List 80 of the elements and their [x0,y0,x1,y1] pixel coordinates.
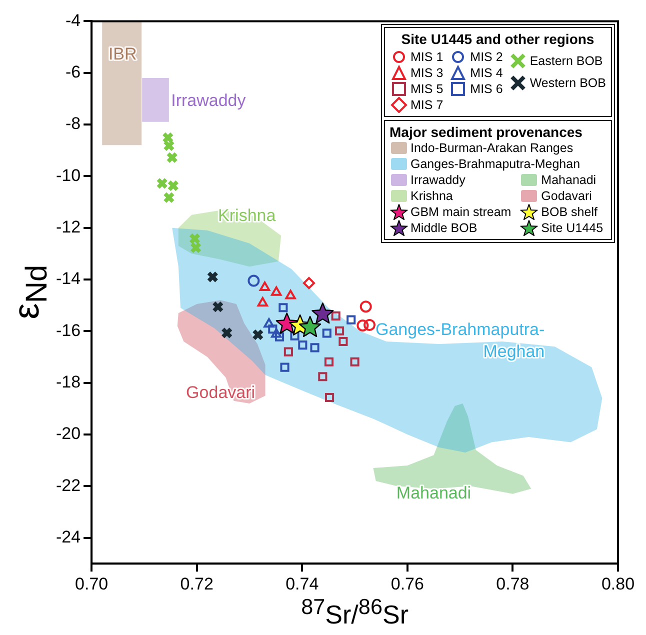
point [220,327,233,339]
point [280,362,290,372]
point [360,300,372,313]
point [318,372,328,382]
point [271,286,282,296]
y-tick-label: -22 [56,476,81,495]
legend-label: Mahanadi [541,173,596,188]
legend-label: Indo-Burman-Arakan Ranges [410,141,574,156]
legend-label: MIS 7 [410,98,444,112]
y-tick-label: -24 [56,527,81,546]
point [206,271,219,283]
point [356,319,369,332]
legend-label: MIS 1 [410,50,444,64]
point [278,303,288,312]
legend-label: MIS 2 [470,50,503,64]
legend-label: Eastern BOB [530,54,603,68]
legend-label: Middle BOB [410,221,478,236]
x-tick-label: 0.70 [75,574,108,594]
annotation: Major sediment provenances [390,124,584,140]
point [276,312,298,334]
y-tick-label: -12 [56,218,81,237]
point [271,328,282,338]
annotation: Godavari [186,382,256,402]
point [212,300,224,313]
point [322,328,332,338]
y-tick-label: -6 [65,62,81,82]
legend-title: Site U1445 and other regions [400,31,596,48]
point [259,281,270,291]
y-tick-label: -20 [56,424,81,444]
point [156,178,168,190]
legend-label: GBM main stream [410,205,512,220]
y-tick-label: -14 [56,269,81,288]
annotation: Mahanadi [396,483,472,502]
point [264,318,274,328]
x-axis-title: $^{87}$Sr/$^{86}$Sr [301,594,408,631]
legend-label: BOB shelf [541,205,598,220]
point [285,290,296,300]
legend-label: Site U1445 [541,221,604,236]
point [364,318,376,331]
annotation: IBR [108,44,137,64]
point [324,392,334,402]
point [268,324,278,334]
y-tick-label: -18 [56,372,81,392]
legend-label: Irrawaddy [410,173,466,188]
legend-label: Western BOB [530,76,606,90]
point [298,316,322,338]
x-tick-label: 0.72 [180,574,214,594]
point [302,277,315,290]
point [298,340,308,350]
legend-label: Godavari [541,189,592,204]
point [257,296,268,306]
x-tick-label: 0.76 [390,574,424,594]
x-tick-label: 0.74 [286,574,319,594]
legend-label: MIS 6 [470,82,503,96]
annotation: Irrawaddy [171,91,246,110]
legend-label: MIS 5 [410,82,444,96]
point [274,332,284,342]
point [312,302,334,324]
point [290,331,300,340]
x-tick-label: 0.78 [496,574,530,594]
point [338,336,348,346]
legend-label: Ganges-Brahmaputra-Meghan [410,157,580,172]
y-tick-label: -16 [56,320,81,340]
point [248,274,260,287]
point [350,357,360,366]
point [284,347,293,356]
point [331,311,340,320]
y-tick-label: -10 [56,166,81,185]
point [310,343,320,352]
legend-label: MIS 3 [410,66,444,80]
annotation: Ganges-Brahmaputra-Meghan [376,320,545,361]
x-tick-label: 0.80 [601,574,635,594]
point [324,357,334,366]
point [346,315,356,324]
legend-label: MIS 4 [470,66,503,80]
y-tick-label: -4 [65,10,81,30]
legend-label: Krishna [410,189,453,204]
y-tick-label: -8 [65,114,81,134]
point [252,328,264,341]
point [334,326,344,336]
